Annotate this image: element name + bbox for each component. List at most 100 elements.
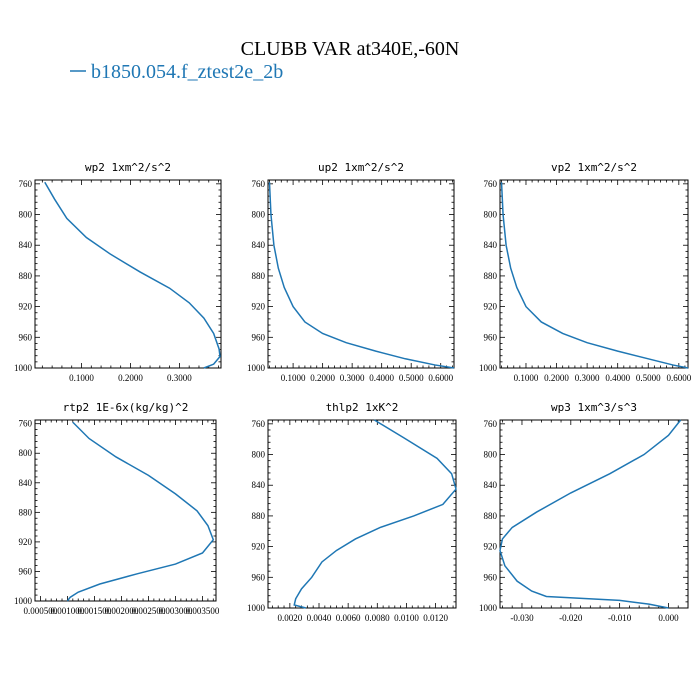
subplot-title: thlp2 1xK^2: [326, 401, 399, 414]
y-tick-label: 1000: [479, 603, 498, 613]
x-tick-label: 0.0040: [307, 613, 332, 623]
plot-frame: [34, 419, 217, 602]
subplot-title: wp2 1xm^2/s^2: [85, 161, 171, 174]
y-tick-label: 800: [484, 210, 498, 220]
subplot-title: wp3 1xm^3/s^3: [551, 401, 637, 414]
x-tick-label: 0.6000: [666, 373, 691, 383]
y-tick-label: 1000: [247, 603, 266, 613]
series-line: [66, 421, 215, 602]
y-tick-label: 760: [19, 419, 33, 429]
x-tick-label: 0.5000: [636, 373, 661, 383]
y-tick-label: 880: [252, 511, 266, 521]
y-tick-label: 760: [252, 179, 266, 189]
series-line: [499, 419, 682, 609]
y-tick-label: 840: [19, 478, 33, 488]
y-tick-label: 1000: [479, 363, 498, 373]
subplot-5: thlp2 1xK^2 0.0020 0.0040 0.0060 0.0080 0.010…: [247, 401, 457, 623]
legend: b1850.054.f_ztest2e_2b: [70, 61, 283, 83]
y-tick-label: 880: [252, 271, 266, 281]
subplot-6: wp3 1xm^3/s^3 -0.030 -0.020 -0.010 0.000 760 8…: [479, 401, 689, 623]
y-tick-label: 960: [252, 572, 266, 582]
x-tick-label: -0.030: [510, 613, 534, 623]
subplot-3: vp2 1xm^2/s^2 0.1000 0.2000 0.3000 0.4000 0.5…: [479, 161, 692, 383]
legend-label: b1850.054.f_ztest2e_2b: [91, 61, 283, 83]
x-tick-label: 0.2000: [118, 373, 143, 383]
y-tick-label: 880: [19, 507, 33, 517]
x-tick-label: 0.1000: [69, 373, 94, 383]
x-tick-label: 0.2000: [544, 373, 569, 383]
x-tick-label: 0.3000: [340, 373, 365, 383]
plot-frame: [499, 179, 689, 369]
plot-frame: [267, 179, 455, 369]
y-tick-label: 840: [484, 480, 498, 490]
series-line: [500, 182, 689, 369]
y-tick-label: 840: [19, 240, 33, 250]
series-line: [268, 182, 455, 369]
y-tick-label: 960: [484, 572, 498, 582]
figure-title: CLUBB VAR at340E,-60N: [241, 38, 460, 60]
y-tick-label: 920: [252, 302, 266, 312]
x-tick-label: 0.0080: [365, 613, 390, 623]
y-tick-label: 1000: [247, 363, 266, 373]
y-tick-label: 880: [484, 271, 498, 281]
subplot-title: up2 1xm^2/s^2: [318, 161, 404, 174]
y-tick-label: 800: [19, 448, 33, 458]
x-tick-label: 0.002000: [105, 606, 139, 616]
y-tick-label: 920: [252, 542, 266, 552]
x-tick-label: 0.0020: [277, 613, 302, 623]
x-tick-label: 0.1000: [514, 373, 539, 383]
subplot-title: vp2 1xm^2/s^2: [551, 161, 637, 174]
x-tick-label: 0.3000: [167, 373, 192, 383]
y-tick-label: 800: [252, 210, 266, 220]
x-tick-label: 0.003000: [159, 606, 193, 616]
y-tick-label: 840: [252, 480, 266, 490]
y-tick-label: 840: [252, 240, 266, 250]
subplot-4: rtp2 1E-6x(kg/kg)^2 0.0005000.0010000.001…: [14, 401, 220, 616]
y-tick-label: 800: [484, 450, 498, 460]
x-tick-label: -0.010: [608, 613, 632, 623]
x-tick-label: -0.020: [559, 613, 583, 623]
y-tick-label: 920: [484, 542, 498, 552]
y-tick-label: 1000: [14, 363, 33, 373]
x-tick-label: 0.1000: [281, 373, 306, 383]
series-line: [293, 419, 457, 609]
x-tick-label: 0.001500: [78, 606, 112, 616]
subplot-2: up2 1xm^2/s^2 0.1000 0.2000 0.3000 0.4000 0.5…: [247, 161, 455, 383]
y-tick-label: 840: [484, 240, 498, 250]
x-tick-label: 0.4000: [369, 373, 394, 383]
y-tick-label: 760: [19, 179, 33, 189]
y-tick-label: 880: [19, 271, 33, 281]
x-tick-label: 0.4000: [605, 373, 630, 383]
y-tick-label: 760: [484, 179, 498, 189]
y-tick-label: 960: [19, 566, 33, 576]
y-tick-label: 920: [484, 302, 498, 312]
x-tick-label: 0.6000: [428, 373, 453, 383]
x-tick-label: 0.002500: [132, 606, 166, 616]
y-tick-label: 1000: [14, 596, 33, 606]
y-tick-label: 800: [19, 210, 33, 220]
plot-frame: [267, 419, 457, 609]
y-tick-label: 800: [252, 450, 266, 460]
y-tick-label: 960: [19, 332, 33, 342]
subplot-title: rtp2 1E-6x(kg/kg)^2: [63, 401, 189, 414]
y-tick-label: 760: [484, 419, 498, 429]
y-tick-label: 960: [252, 332, 266, 342]
y-tick-label: 880: [484, 511, 498, 521]
x-tick-label: 0.0060: [336, 613, 361, 623]
x-tick-label: 0.000500: [24, 606, 58, 616]
x-tick-label: 0.3000: [575, 373, 600, 383]
x-tick-label: 0.5000: [399, 373, 424, 383]
x-tick-label: 0.0120: [423, 613, 448, 623]
plot-frame: [34, 179, 222, 369]
y-tick-label: 960: [484, 332, 498, 342]
x-tick-label: 0.003500: [186, 606, 220, 616]
x-tick-label: 0.2000: [310, 373, 335, 383]
x-tick-label: 0.000: [658, 613, 679, 623]
y-tick-label: 920: [19, 537, 33, 547]
plot-frame: [499, 419, 689, 609]
x-tick-label: 0.001000: [51, 606, 85, 616]
x-tick-label: 0.0100: [394, 613, 419, 623]
y-tick-label: 920: [19, 302, 33, 312]
series-line: [44, 181, 221, 369]
